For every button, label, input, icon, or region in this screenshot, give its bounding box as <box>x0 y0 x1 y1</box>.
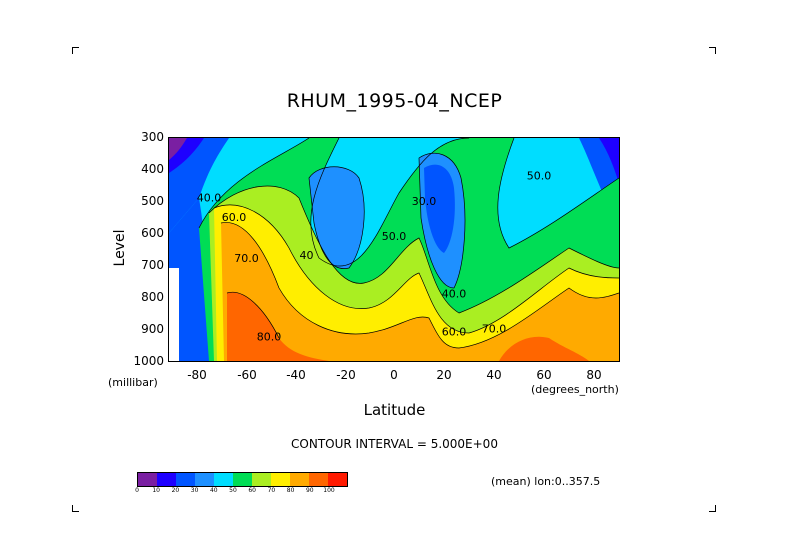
x-tick-label: 20 <box>436 368 452 382</box>
colorbar-swatch <box>195 473 214 486</box>
contour-label: 70.0 <box>482 322 507 335</box>
band-80-90 <box>221 222 619 361</box>
y-tick-label: 300 <box>141 130 164 144</box>
corner-mark-top-right <box>709 47 716 54</box>
colorbar-label: 60 <box>248 487 256 494</box>
x-axis-label: Latitude <box>363 401 426 419</box>
colorbar-swatch <box>233 473 252 486</box>
corner-mark-bottom-left <box>72 505 79 512</box>
colorbar-swatch <box>157 473 176 486</box>
corner-mark-bottom-right <box>709 505 716 512</box>
contour-label: 50.0 <box>382 230 407 243</box>
y-tick-label: 1000 <box>133 354 164 368</box>
missing-data <box>169 268 179 361</box>
y-tick-label: 700 <box>141 258 164 272</box>
colorbar-swatch <box>252 473 271 486</box>
colorbar-label: 30 <box>190 487 199 494</box>
colorbar-label: 0 <box>135 487 139 494</box>
y-tick-label: 500 <box>141 194 164 208</box>
colorbar-label: 50 <box>229 487 237 494</box>
colorbar-swatch <box>176 473 195 486</box>
band-90-100-left <box>227 292 329 361</box>
corner-mark-top-left <box>72 47 79 54</box>
colorbar-swatch <box>138 473 157 486</box>
y-tick-label: 900 <box>141 322 164 336</box>
colorbar <box>137 472 348 487</box>
contour-label: 80.0 <box>257 330 282 343</box>
colorbar-swatch <box>271 473 290 486</box>
contour-label: 30.0 <box>412 195 437 208</box>
mean-longitude-info: (mean) lon:0..357.5 <box>491 475 601 488</box>
x-tick-label: 60 <box>536 368 552 382</box>
y-tick-label: 400 <box>141 162 164 176</box>
colorbar-swatch <box>328 473 347 486</box>
colorbar-swatch <box>214 473 233 486</box>
contour-label: 60.0 <box>222 211 247 224</box>
contour-label: 40 <box>300 249 314 262</box>
x-tick-label: -60 <box>237 368 257 382</box>
colorbar-label: 20 <box>171 487 180 494</box>
band-20-30-right-min <box>424 164 455 253</box>
band-90-100-right <box>499 336 589 361</box>
contour-label: 60.0 <box>442 326 467 339</box>
contour-interval-text: CONTOUR INTERVAL = 5.000E+00 <box>291 437 498 451</box>
y-axis-label: Level <box>112 229 128 267</box>
x-tick-label: 80 <box>586 368 602 382</box>
colorbar-label: 10 <box>152 487 160 494</box>
colorbar-label: 80 <box>286 487 295 494</box>
x-tick-label: -40 <box>286 368 306 382</box>
colorbar-label: 40 <box>209 487 218 494</box>
band-0-10 <box>169 138 187 160</box>
x-tick-label: -80 <box>187 368 207 382</box>
band-70-80 <box>214 204 619 361</box>
contour-label: 50.0 <box>527 169 552 182</box>
y-tick-label: 800 <box>141 290 164 304</box>
colorbar-swatch <box>290 473 309 486</box>
plot-area: 40.0 60.0 70.0 80.0 40 50.0 30.0 40.0 60.0 70.0 50… <box>168 137 620 362</box>
colorbar-swatch <box>309 473 328 486</box>
x-tick-label: 0 <box>390 368 398 382</box>
contour-label: 40.0 <box>442 287 467 300</box>
contour-lines <box>198 138 619 349</box>
band-10-20-right <box>599 138 619 183</box>
band-20-30 <box>169 138 229 233</box>
y-tick-label: 600 <box>141 226 164 240</box>
chart-title: RHUM_1995-04_NCEP <box>286 90 503 112</box>
colorbar-label: 70 <box>267 487 276 494</box>
x-axis-unit: (degrees_north) <box>531 383 619 396</box>
contour-label: 40.0 <box>197 192 222 205</box>
y-axis-unit: (millibar) <box>108 376 158 389</box>
contour-label: 70.0 <box>234 252 259 265</box>
x-tick-label: -20 <box>336 368 356 382</box>
band-30-40-left-min <box>309 166 365 269</box>
colorbar-label: 90 <box>305 487 314 494</box>
x-tick-label: 40 <box>486 368 502 382</box>
colorbar-label: 100 <box>323 487 335 494</box>
